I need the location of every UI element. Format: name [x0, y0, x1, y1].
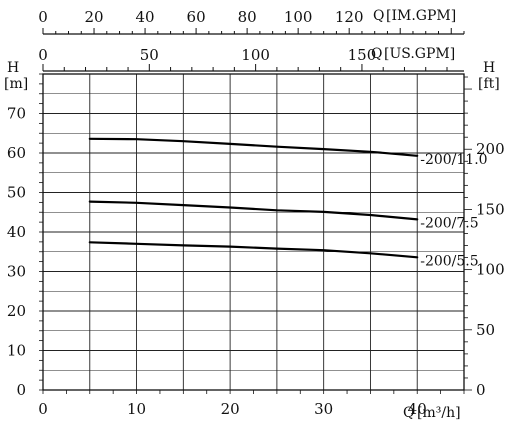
left-axis-tick-label: 0	[16, 381, 26, 399]
left-axis-tick-label: 20	[7, 302, 26, 320]
series-lines	[88, 137, 419, 259]
series-label: -200/7.5	[420, 215, 478, 231]
bottom-axis-tick-label: 40	[408, 400, 427, 418]
top-us-axis-tick-label: 150	[348, 46, 377, 64]
bottom-axis-q-label: Q	[403, 405, 414, 421]
top-us-axis-q-label: Q	[371, 46, 382, 62]
bottom-axis-tick-label: 20	[221, 400, 240, 418]
left-axis-unit: [m]	[4, 76, 28, 92]
left-axis-h-label: H	[7, 60, 19, 76]
left-axis-tick-label: 40	[7, 223, 26, 241]
right-axis-tick-label: 150	[476, 200, 505, 218]
right-axis-unit: [ft]	[478, 76, 500, 92]
left-axis-tick-label: 60	[7, 144, 26, 162]
left-axis-tick-label: 30	[7, 263, 26, 281]
top-im-axis-tick-label: 0	[38, 8, 48, 26]
top-us-axis-tick-label: 0	[38, 46, 48, 64]
top-im-axis-unit: [IM.GPM]	[386, 8, 456, 24]
right-axis-tick-label: 50	[476, 321, 495, 339]
top-im-axis-tick-label: 60	[187, 8, 206, 26]
series-label: -200/5.5	[420, 253, 478, 269]
series-line	[88, 137, 419, 157]
right-axis-tick-label: 200	[476, 140, 505, 158]
right-axis-h-label: H	[483, 60, 495, 76]
axis-labels: Q [IM.GPM] Q [US.GPM] H [m] H [ft] Q [m³…	[4, 8, 500, 421]
right-axis-tick-label: 100	[476, 261, 505, 279]
bottom-axis-tick-label: 10	[127, 400, 146, 418]
top-im-axis-tick-label: 80	[238, 8, 257, 26]
bottom-axis-tick-label: 30	[314, 400, 333, 418]
bottom-axis-unit: [m³/h]	[417, 405, 461, 421]
series-line	[88, 200, 419, 221]
top-im-axis-tick-label: 40	[136, 8, 155, 26]
top-us-axis-tick-label: 50	[140, 46, 159, 64]
top-im-axis-tick-label: 20	[84, 8, 103, 26]
top-im-axis-tick-label: 100	[284, 8, 313, 26]
bottom-axis-tick-label: 0	[38, 400, 48, 418]
left-axis-tick-label: 10	[7, 342, 26, 360]
top-im-axis-tick-label: 120	[335, 8, 364, 26]
series-labels: -200/11.0 -200/7.5 -200/5.5	[420, 152, 487, 270]
top-im-axis-q-label: Q	[373, 8, 384, 24]
top-us-axis-tick-label: 100	[241, 46, 270, 64]
top-us-axis-unit: [US.GPM]	[384, 46, 455, 62]
left-axis-tick-label: 70	[7, 105, 26, 123]
left-axis-tick-label: 50	[7, 184, 26, 202]
right-axis-tick-label: 0	[476, 381, 486, 399]
axes	[39, 28, 472, 394]
series-line	[88, 241, 419, 259]
tick-labels: 0 10 20 30 40 0 10 20 30 40 50 60 70 0 50 100 150 200 0 20 4…	[7, 8, 505, 418]
series-label: -200/11.0	[420, 152, 487, 168]
grid-lines	[43, 74, 464, 390]
